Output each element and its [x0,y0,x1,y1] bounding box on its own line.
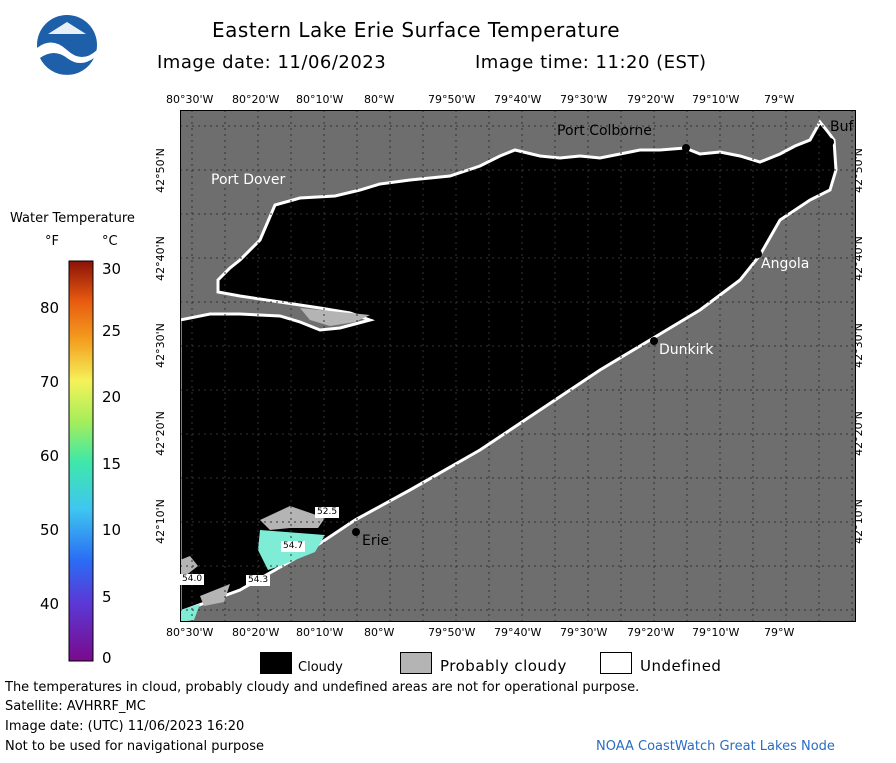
city-erie: Erie [362,533,390,549]
temperature-label: 54.7 [281,541,306,552]
map-title: Eastern Lake Erie Surface Temperature [212,18,621,42]
temperature-colorbar [68,260,94,662]
temperature-label: 52.5 [315,507,340,518]
longitude-label: 79°20'W [627,626,675,639]
buffalo-marker [826,138,834,146]
probably-cloudy-area [260,506,325,530]
longitude-label: 80°W [364,626,395,639]
fahrenheit-tick: 50 [40,521,60,539]
map-border [180,110,856,622]
image-time: Image time: 11:20 (EST) [475,52,707,73]
city-dunkirk: Dunkirk [659,342,714,358]
longitude-label: 80°W [364,93,395,106]
longitude-label: 79°10'W [692,93,740,106]
fahrenheit-tick: 60 [40,447,60,465]
fahrenheit-tick: 70 [40,373,60,391]
latitude-label: 42°30'N [153,323,167,368]
probably-cloudy-area [300,308,370,326]
legend-swatch-cloudy [260,652,292,674]
legend-probably-cloudy: Probably cloudy [440,657,567,675]
city-port-colborne: Port Colborne [557,123,652,139]
city-angola: Angola [761,256,810,272]
angola-marker [754,250,762,258]
unit-fahrenheit: °F [45,234,59,249]
latitude-label: 42°20'N [153,411,167,456]
latitude-label: 42°10'N [153,499,167,544]
latitude-label: 42°50'N [153,148,167,193]
erie-marker [352,528,360,536]
temperature-label: 54.3 [246,575,271,586]
cloud-cover [180,119,838,614]
image-date: Image date: 11/06/2023 [157,52,387,73]
unit-celsius: °C [102,234,118,249]
footer-credit: NOAA CoastWatch Great Lakes Node [596,739,835,754]
celsius-tick: 10 [102,521,122,539]
city-buffalo: Buf [830,119,854,135]
port-colborne-marker [682,144,690,152]
longitude-label: 80°20'W [232,626,280,639]
latitude-label: 42°40'N [153,236,167,281]
legend-swatch-undefined [600,652,632,674]
dunkirk-marker [650,337,658,345]
legend-cloudy: Cloudy [298,660,343,675]
legend-undefined: Undefined [640,657,722,675]
longitude-label: 80°30'W [166,93,214,106]
longitude-label: 79°10'W [692,626,740,639]
longitude-label: 79°50'W [428,93,476,106]
warm-water-area [180,604,200,622]
footer-image-date-utc: Image date: (UTC) 11/06/2023 16:20 [5,719,245,734]
celsius-tick: 25 [102,322,122,340]
celsius-tick: 30 [102,260,122,278]
longitude-label: 80°20'W [232,93,280,106]
longitude-label: 79°W [764,93,795,106]
celsius-tick: 15 [102,455,122,473]
celsius-tick: 20 [102,388,122,406]
footer-note: The temperatures in cloud, probably clou… [5,680,640,695]
longitude-label: 80°10'W [296,626,344,639]
probably-cloudy-area [200,584,230,606]
longitude-label: 80°30'W [166,626,214,639]
lake-map [180,110,856,622]
noaa-logo: NOAA [36,15,97,76]
footer-satellite: Satellite: AVHRRF_MC [5,699,146,714]
fahrenheit-tick: 80 [40,299,60,317]
city-port-dover: Port Dover [211,172,286,188]
svg-text:NOAA: NOAA [54,34,80,43]
celsius-tick: 0 [102,649,112,667]
temperature-label: 54.0 [180,574,205,585]
longitude-label: 79°50'W [428,626,476,639]
longitude-label: 79°30'W [560,626,608,639]
longitude-label: 79°W [764,626,795,639]
longitude-label: 79°40'W [494,626,542,639]
footer-navigation: Not to be used for navigational purpose [5,739,265,754]
fahrenheit-tick: 40 [40,595,60,613]
longitude-label: 79°30'W [560,93,608,106]
longitude-label: 80°10'W [296,93,344,106]
colorbar-title: Water Temperature [10,211,135,226]
legend-swatch-probably-cloudy [400,652,432,674]
longitude-label: 79°40'W [494,93,542,106]
longitude-label: 79°20'W [627,93,675,106]
celsius-tick: 5 [102,588,112,606]
